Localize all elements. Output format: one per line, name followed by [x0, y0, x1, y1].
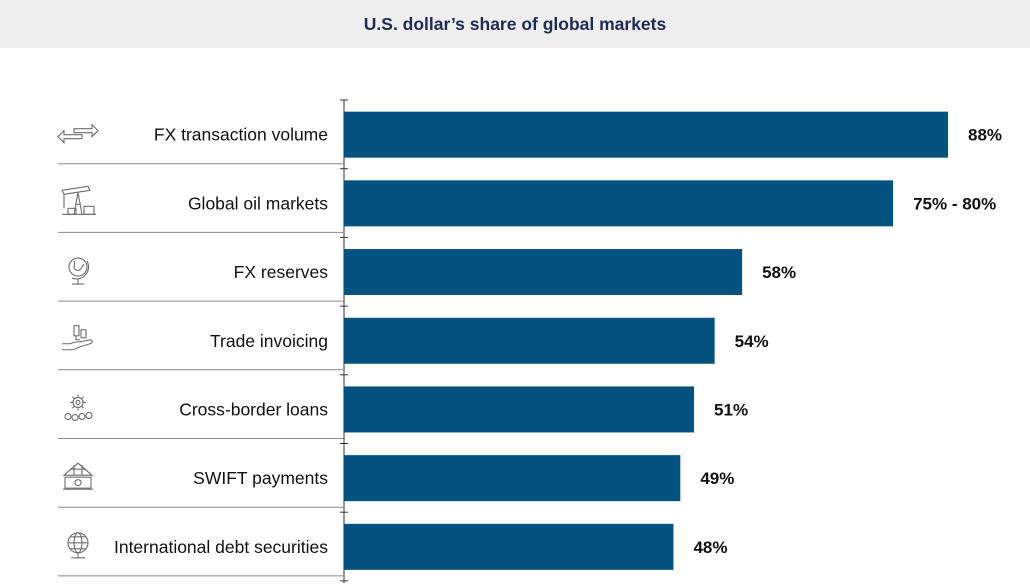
bar [344, 523, 674, 570]
category-label: Cross-border loans [179, 399, 328, 419]
category-label: FX transaction volume [154, 125, 328, 145]
value-label: 48% [693, 538, 727, 557]
bar [344, 455, 681, 502]
bar [344, 386, 695, 433]
bank-building-icon [62, 462, 94, 490]
title-band [0, 0, 1030, 48]
bar [344, 180, 894, 227]
value-label: 88% [968, 126, 1002, 145]
value-label: 75% - 80% [913, 194, 996, 213]
category-label: Global oil markets [188, 193, 328, 213]
bar [344, 249, 743, 296]
hand-coins-icon [62, 325, 93, 351]
value-label: 51% [714, 400, 748, 419]
category-label: International debt securities [114, 537, 328, 557]
oil-pump-icon [61, 185, 96, 215]
category-label: Trade invoicing [210, 331, 328, 351]
globe-stand-icon [68, 257, 90, 285]
value-label: 58% [762, 263, 796, 282]
category-label: FX reserves [234, 262, 329, 282]
chart-title: U.S. dollar’s share of global markets [363, 14, 667, 34]
gear-coins-icon [64, 394, 93, 422]
value-label: 54% [735, 332, 769, 351]
bar [344, 111, 948, 158]
value-label: 49% [700, 469, 734, 488]
category-label: SWIFT payments [193, 468, 328, 488]
wire-globe-icon [67, 532, 89, 559]
bar [344, 317, 715, 364]
exchange-arrows-icon [57, 123, 99, 144]
